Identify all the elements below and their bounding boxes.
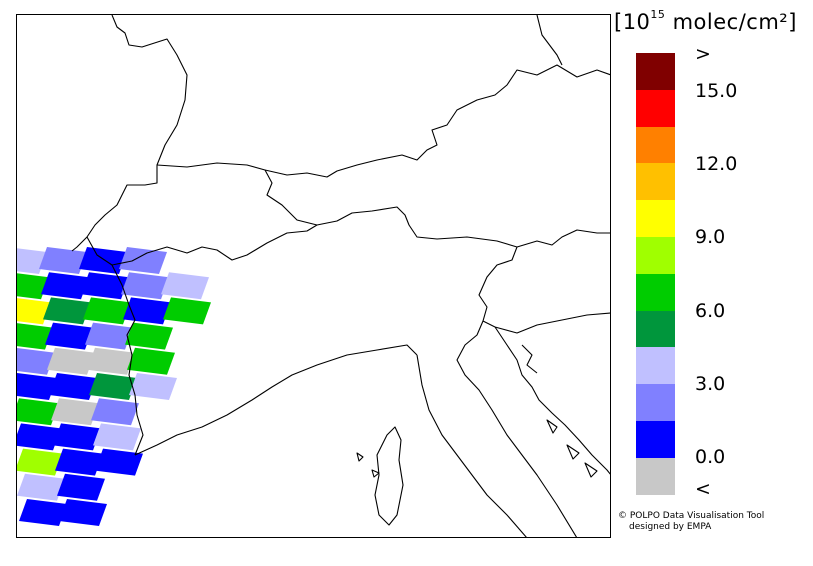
- swath-pixel: [19, 499, 67, 526]
- swath-pixel: [87, 347, 135, 375]
- map-panel[interactable]: [16, 14, 611, 538]
- border-line: [156, 162, 610, 248]
- swath-pixel: [17, 298, 51, 325]
- legend-tick-label: 6.0: [695, 300, 726, 322]
- swath-pixel: [55, 448, 103, 476]
- swath-pixel: [93, 423, 141, 451]
- credit-line: designed by EMPA: [629, 522, 712, 532]
- swath-pixel: [41, 272, 89, 300]
- swath-pixel: [91, 398, 139, 426]
- swath-pixel: [53, 423, 101, 451]
- swath-pixel: [161, 272, 209, 300]
- swath-pixel: [17, 248, 47, 274]
- legend-swatch: [636, 420, 675, 458]
- legend-swatch: [636, 126, 675, 164]
- coastline: [584, 462, 598, 478]
- color-scale-bar: [636, 53, 675, 495]
- legend-tick-label: 15.0: [695, 80, 738, 102]
- swath-pixel: [17, 448, 63, 476]
- border-line: [111, 264, 144, 456]
- satellite-swath: [17, 247, 211, 526]
- swath-pixel: [89, 373, 137, 400]
- legend-swatch: [636, 384, 675, 421]
- coastlines: [134, 320, 610, 537]
- swath-pixel: [47, 347, 95, 375]
- swath-pixel: [43, 297, 91, 325]
- border-line: [494, 312, 610, 334]
- swath-pixel: [85, 322, 133, 350]
- legend-swatch: [636, 163, 675, 201]
- coastline: [566, 444, 580, 460]
- swath-pixel: [45, 322, 93, 350]
- border-line: [264, 64, 610, 178]
- swath-pixel: [51, 398, 99, 426]
- legend-swatch: [636, 89, 675, 127]
- legend-swatch: [636, 236, 675, 274]
- swath-pixel: [17, 373, 57, 400]
- swath-pixel: [127, 347, 175, 375]
- swath-pixel: [121, 272, 169, 300]
- country-borders: [71, 15, 610, 456]
- coastline: [134, 344, 418, 456]
- legend-swatch: [636, 200, 675, 237]
- credit-text: © POLPO Data Visualisation Tool designed…: [618, 511, 764, 533]
- swath-pixel: [125, 322, 173, 350]
- map-canvas[interactable]: [17, 15, 611, 538]
- swath-pixel: [17, 398, 59, 426]
- border-line: [86, 224, 318, 266]
- legend-swatch: [636, 310, 675, 348]
- border-line: [71, 15, 188, 252]
- swath-pixel: [95, 448, 143, 476]
- border-line: [536, 15, 563, 66]
- swath-pixel: [129, 373, 177, 400]
- coastline: [546, 419, 558, 434]
- legend-tick-label: 3.0: [695, 373, 726, 395]
- coastline: [521, 344, 538, 374]
- coastline: [356, 452, 364, 462]
- swath-pixel: [81, 272, 129, 300]
- swath-pixel: [79, 247, 127, 274]
- credit-line: © POLPO Data Visualisation Tool: [618, 511, 765, 521]
- coastline: [494, 326, 610, 475]
- coastline: [371, 469, 380, 478]
- legend-tick-label: 12.0: [695, 153, 738, 175]
- swath-pixel: [83, 297, 131, 325]
- legend-over-label: >: [695, 43, 711, 65]
- legend-title: [1015 molec/cm²]: [614, 8, 797, 34]
- coastline: [374, 426, 404, 526]
- legend-under-label: <: [695, 478, 711, 500]
- legend-tick-label: 0.0: [695, 446, 726, 468]
- swath-pixel: [17, 423, 61, 451]
- coastline: [416, 354, 527, 537]
- swath-pixel: [39, 247, 87, 274]
- swath-pixel: [49, 373, 97, 400]
- swath-pixel: [17, 273, 49, 300]
- legend-swatch: [636, 347, 675, 385]
- swath-pixel: [57, 473, 105, 501]
- coastline: [456, 320, 578, 537]
- legend-swatch: [636, 273, 675, 311]
- legend-swatch: [636, 53, 675, 90]
- swath-pixel: [17, 473, 65, 501]
- legend-tick-label: 9.0: [695, 226, 726, 248]
- legend-swatch: [636, 457, 675, 495]
- swath-pixel: [123, 297, 171, 325]
- swath-pixel: [163, 297, 211, 325]
- swath-pixel: [17, 348, 55, 375]
- swath-pixel: [17, 323, 53, 350]
- swath-pixel: [119, 247, 167, 274]
- border-line: [478, 246, 518, 328]
- swath-pixel: [59, 499, 107, 526]
